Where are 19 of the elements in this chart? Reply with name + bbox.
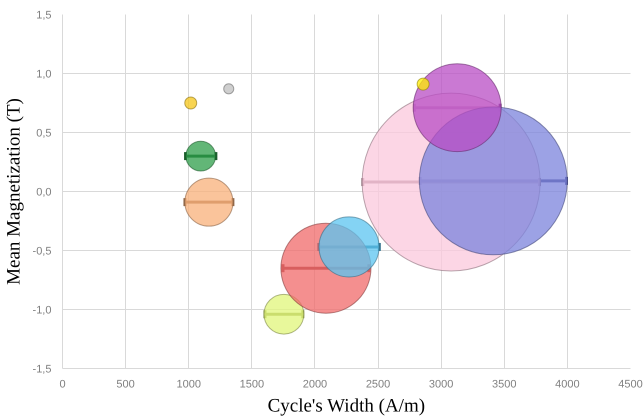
y-tick-label: 1,5 — [36, 10, 52, 22]
x-tick-label: 0 — [59, 378, 66, 390]
y-axis-title: Mean Magnetization (T) — [4, 98, 25, 285]
y-tick-label: -1,0 — [32, 304, 52, 316]
x-axis-title: Cycle's Width (A/m) — [268, 396, 426, 416]
y-tick-label: -1,5 — [32, 364, 52, 376]
y-tick-label: 0,0 — [36, 186, 52, 198]
y-tick-label: 0,5 — [36, 128, 52, 140]
x-tick-label: 3000 — [428, 378, 454, 390]
y-tick-label: 1,0 — [36, 68, 52, 80]
x-tick-label: 3500 — [492, 378, 517, 390]
x-tick-label: 4000 — [555, 378, 580, 390]
x-tick-label: 500 — [116, 378, 135, 390]
x-tick-label: 4500 — [618, 378, 643, 390]
x-tick-label: 1500 — [240, 378, 264, 390]
y-tick-label: -0,5 — [32, 246, 52, 258]
x-tick-label: 2000 — [302, 378, 328, 390]
x-tick-label: 1000 — [176, 378, 201, 390]
x-tick-label: 2500 — [366, 378, 390, 390]
